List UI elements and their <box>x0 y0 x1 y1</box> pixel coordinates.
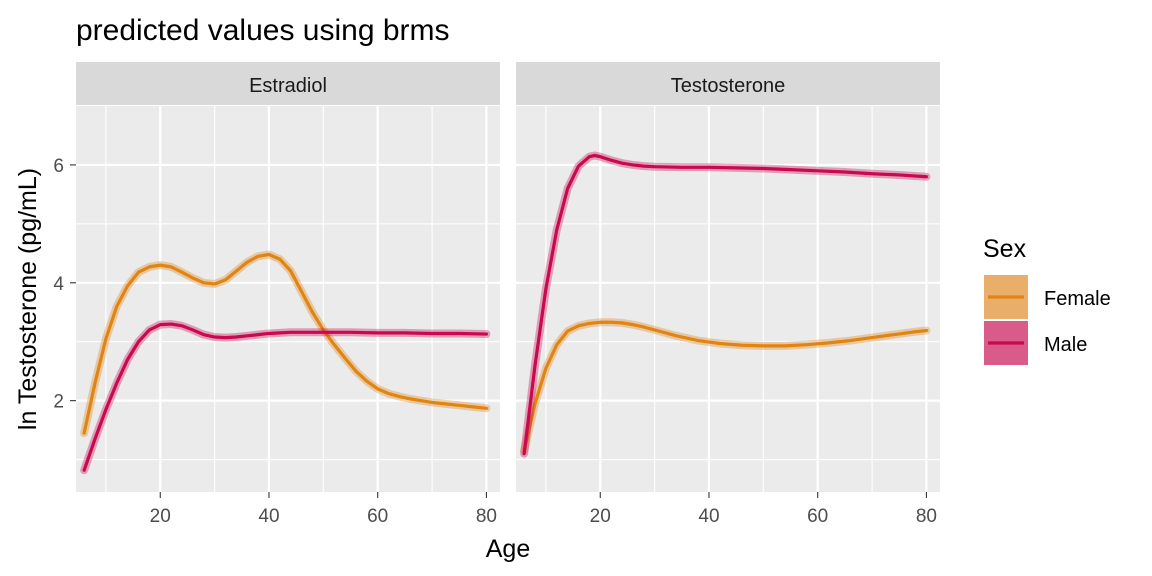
x-tick-label: 40 <box>698 506 719 527</box>
x-tick-label: 60 <box>807 506 828 527</box>
grid-lines <box>516 106 940 492</box>
x-tick-label: 80 <box>476 506 497 527</box>
chart-title: predicted values using brms <box>76 14 450 47</box>
legend-item-male: Male <box>984 321 1087 365</box>
strip-background <box>516 62 940 105</box>
series-line-female <box>82 252 489 435</box>
y-tick-label: 2 <box>53 392 64 413</box>
legend-title: Sex <box>983 235 1027 263</box>
legend-keys: Female Male <box>984 275 1111 365</box>
x-tick-label: 20 <box>590 506 611 527</box>
x-tick-label: 20 <box>150 506 171 527</box>
strip-label: Estradiol <box>249 75 327 97</box>
series-line-male <box>82 322 489 472</box>
y-axis: 2 4 6 <box>53 156 76 413</box>
series-line-male <box>522 153 929 456</box>
x-tick-label: 40 <box>258 506 279 527</box>
grid-lines <box>76 106 500 492</box>
x-tick-label: 60 <box>367 506 388 527</box>
plot-background <box>76 106 500 492</box>
strip-label: Testosterone <box>671 75 786 97</box>
series-line-female <box>522 320 929 453</box>
legend-item-female: Female <box>984 275 1111 319</box>
legend: Sex Female Male <box>983 235 1111 365</box>
legend-label: Male <box>1044 334 1087 356</box>
panel-estradiol: Estradiol 20 40 60 80 2 4 6 <box>53 62 500 527</box>
plot-background <box>516 106 940 492</box>
strip-background <box>76 62 500 105</box>
y-tick-label: 6 <box>53 156 64 177</box>
legend-label: Female <box>1044 288 1111 310</box>
x-axis: 20 40 60 80 <box>150 492 497 527</box>
series-group <box>520 151 931 458</box>
panel-testosterone: Testosterone 20 40 60 80 <box>516 62 940 527</box>
y-axis-label: ln Testosterone (pg/mL) <box>14 168 42 430</box>
y-tick-label: 4 <box>53 274 64 295</box>
x-axis: 20 40 60 80 <box>590 492 937 527</box>
x-axis-label: Age <box>486 535 530 563</box>
series-group <box>80 250 491 475</box>
x-tick-label: 80 <box>916 506 937 527</box>
